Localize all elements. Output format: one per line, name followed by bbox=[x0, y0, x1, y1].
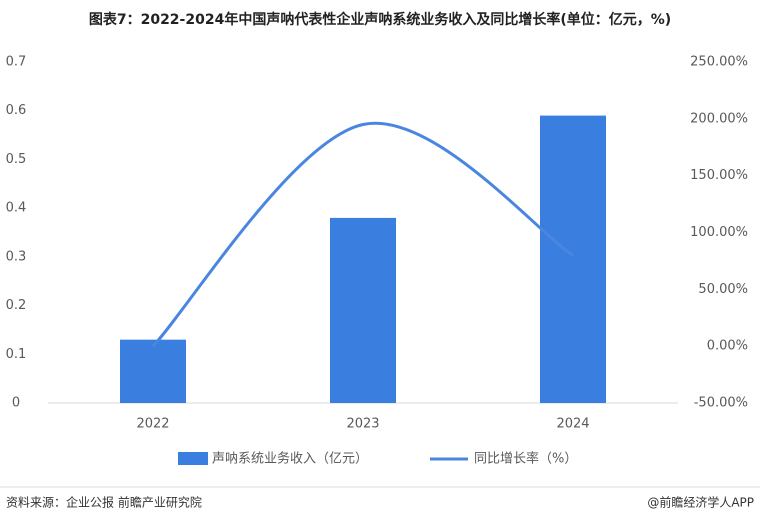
bar bbox=[540, 115, 606, 403]
legend-swatch bbox=[178, 452, 208, 465]
y2-tick-label: 150.00% bbox=[690, 168, 748, 183]
y2-tick-label: 50.00% bbox=[698, 282, 748, 297]
y2-tick-label: 200.00% bbox=[690, 111, 748, 126]
y2-tick-label: 0.00% bbox=[707, 339, 748, 354]
y2-tick-label: -50.00% bbox=[694, 396, 748, 411]
x-tick-label: 2022 bbox=[136, 417, 169, 432]
y-tick-label: 0.2 bbox=[6, 298, 27, 313]
y-tick-label: 0.7 bbox=[6, 55, 27, 70]
x-tick-label: 2024 bbox=[556, 417, 589, 432]
y2-tick-label: 250.00% bbox=[690, 55, 748, 70]
chart-title: 图表7：2022-2024年中国声呐代表性企业声呐系统业务收入及同比增长率(单位… bbox=[89, 11, 671, 28]
y-tick-label: 0.5 bbox=[6, 152, 27, 167]
y-tick-label: 0 bbox=[12, 396, 20, 411]
legend-label: 声呐系统业务收入（亿元） bbox=[212, 451, 368, 467]
legend-label: 同比增长率（%） bbox=[474, 451, 577, 467]
y-tick-label: 0.6 bbox=[6, 103, 27, 118]
bar bbox=[330, 217, 396, 403]
source: 资料来源：企业公报 前瞻产业研究院 bbox=[6, 495, 202, 510]
y-tick-label: 0.4 bbox=[6, 201, 27, 216]
credit: @前瞻经济学人APP bbox=[647, 495, 754, 510]
line bbox=[151, 121, 574, 348]
y-tick-label: 0.1 bbox=[6, 347, 27, 362]
x-tick-label: 2023 bbox=[346, 417, 379, 432]
bar bbox=[120, 339, 186, 403]
y2-tick-label: 100.00% bbox=[690, 225, 748, 240]
y-tick-label: 0.3 bbox=[6, 249, 27, 264]
